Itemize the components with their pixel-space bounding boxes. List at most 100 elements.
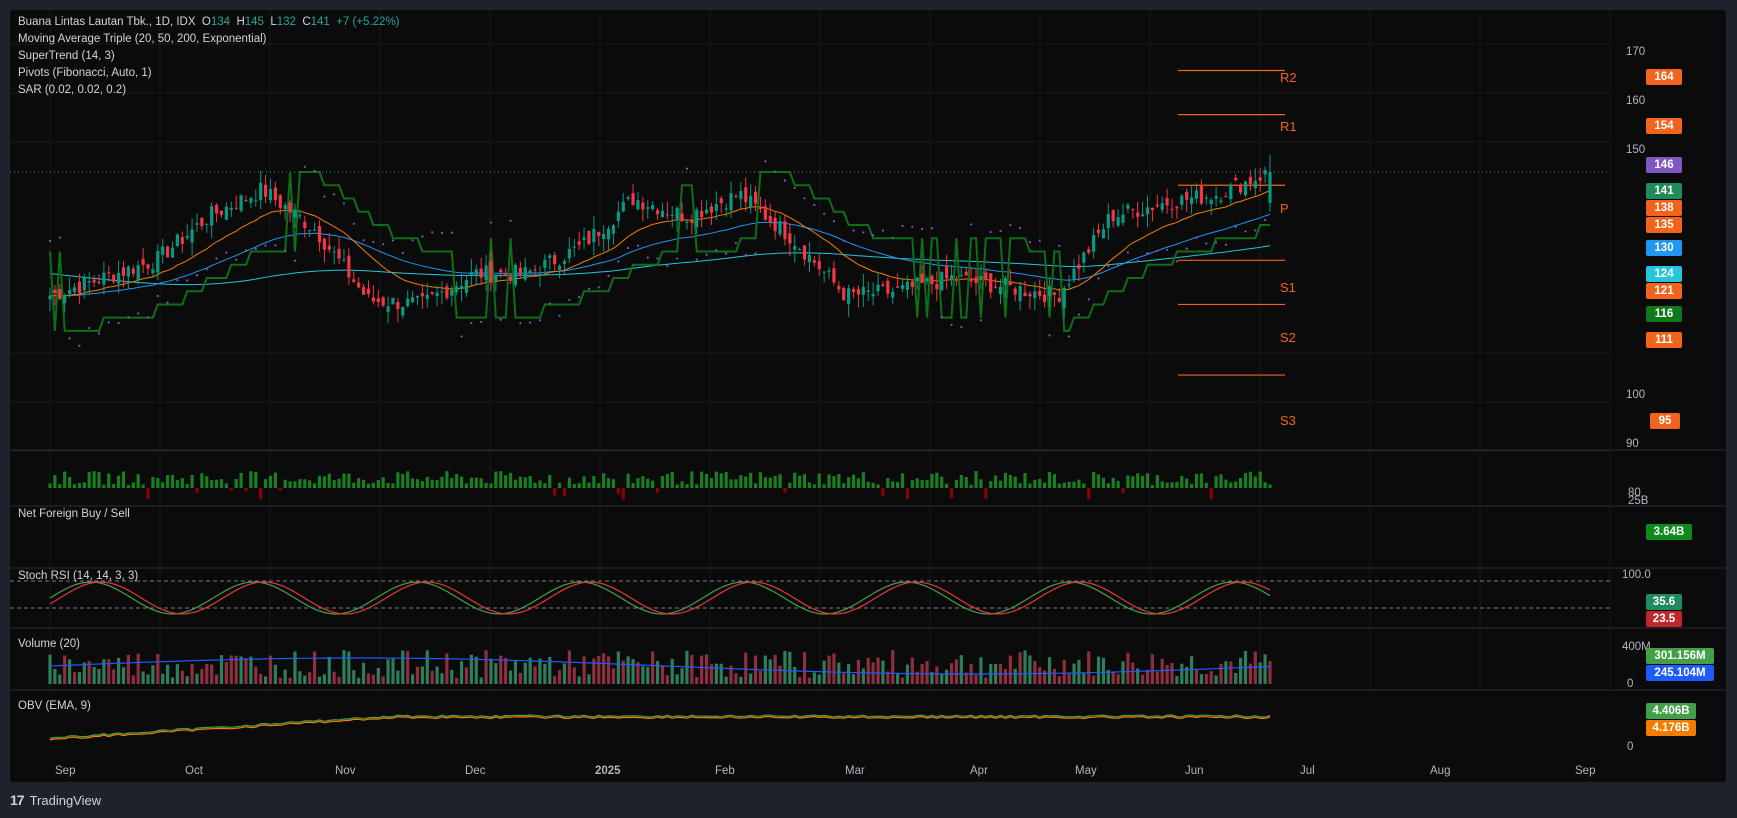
candle-body bbox=[876, 284, 880, 292]
price-tick: 90 bbox=[1626, 438, 1639, 450]
volume-bar bbox=[1229, 661, 1233, 684]
candle-body bbox=[263, 184, 268, 197]
foreign-bar bbox=[641, 476, 645, 488]
candle-body bbox=[513, 264, 518, 286]
foreign-bar bbox=[685, 484, 689, 488]
volume-bar bbox=[1170, 662, 1174, 684]
chart-frame[interactable]: Buana Lintas Lautan Tbk., 1D, IDX O134 H… bbox=[10, 10, 1726, 782]
foreign-bar bbox=[92, 471, 96, 488]
volume-bar bbox=[798, 677, 802, 684]
foreign-bar bbox=[1062, 482, 1066, 488]
indicator-ma-triple[interactable]: Moving Average Triple (20, 50, 200, Expo… bbox=[18, 33, 267, 45]
indicator-sar[interactable]: SAR (0.02, 0.02, 0.2) bbox=[18, 84, 127, 96]
volume-bar bbox=[396, 670, 400, 684]
indicator-supertrend[interactable]: SuperTrend (14, 3) bbox=[18, 50, 115, 62]
volume-bar bbox=[1141, 674, 1145, 684]
volume-bar bbox=[200, 669, 204, 684]
volume-bar bbox=[866, 657, 870, 684]
sar-dot bbox=[921, 227, 924, 231]
candle-body bbox=[1199, 186, 1204, 204]
foreign-bar bbox=[185, 484, 189, 488]
volume-bar bbox=[190, 663, 194, 684]
pane-title-foreign[interactable]: Net Foreign Buy / Sell bbox=[18, 508, 130, 520]
foreign-bar bbox=[1116, 480, 1120, 488]
volume-bar bbox=[636, 662, 640, 684]
candle-body bbox=[553, 254, 557, 265]
volume-bar bbox=[1057, 676, 1061, 684]
foreign-bar bbox=[415, 479, 420, 488]
foreign-bar bbox=[97, 472, 101, 488]
candle-body bbox=[807, 254, 812, 263]
sar-dot bbox=[176, 279, 179, 282]
volume-bar bbox=[455, 677, 459, 684]
volume-bar bbox=[739, 676, 743, 684]
price-tick: 100 bbox=[1626, 389, 1646, 401]
sar-dot bbox=[783, 179, 787, 182]
volume-bar bbox=[724, 676, 728, 684]
foreign-bar bbox=[1043, 482, 1047, 488]
foreign-bar bbox=[229, 488, 233, 491]
volume-bar bbox=[802, 652, 807, 684]
foreign-bar bbox=[1013, 476, 1017, 488]
volume-bar bbox=[827, 655, 831, 684]
volume-bar bbox=[327, 656, 331, 684]
foreign-bar bbox=[626, 473, 630, 488]
candle-body bbox=[459, 286, 464, 289]
foreign-bar bbox=[851, 474, 856, 488]
volume-bar bbox=[92, 667, 96, 684]
indicator-pivots[interactable]: Pivots (Fibonacci, Auto, 1) bbox=[18, 67, 152, 79]
obv-ema-tag: 4.176B bbox=[1646, 720, 1696, 736]
candle-body bbox=[474, 269, 478, 276]
candle-body bbox=[102, 272, 106, 285]
candle-body bbox=[724, 208, 728, 210]
pane-title-volume[interactable]: Volume (20) bbox=[18, 638, 81, 650]
foreign-bar bbox=[881, 488, 885, 497]
foreign-bar bbox=[793, 472, 797, 488]
foreign-bar bbox=[401, 474, 405, 488]
stoch-k-tag: 35.6 bbox=[1646, 594, 1682, 610]
foreign-bar bbox=[1258, 471, 1262, 488]
candle-body bbox=[1062, 288, 1066, 308]
sar-dot bbox=[499, 318, 502, 321]
foreign-bar bbox=[1175, 481, 1179, 488]
volume-bar bbox=[298, 671, 302, 684]
volume-bar bbox=[964, 672, 968, 684]
foreign-bar bbox=[969, 484, 973, 488]
foreign-bar bbox=[734, 479, 738, 488]
foreign-bar bbox=[386, 483, 390, 488]
candle-body bbox=[621, 202, 625, 212]
sar-dot bbox=[303, 165, 306, 168]
price-tick: 160 bbox=[1626, 95, 1646, 107]
candle-body bbox=[651, 205, 655, 210]
sar-dot bbox=[715, 249, 718, 252]
chart-canvas[interactable] bbox=[10, 10, 1726, 782]
volume-bar bbox=[1175, 676, 1179, 684]
foreign-bar bbox=[499, 471, 503, 488]
candle-body bbox=[268, 189, 273, 201]
volume-bar bbox=[205, 664, 209, 684]
foreign-bar bbox=[861, 472, 865, 488]
candle-body bbox=[959, 275, 963, 277]
volume-bar bbox=[165, 664, 170, 684]
candle-body bbox=[577, 241, 581, 245]
pane-title-stoch[interactable]: Stoch RSI (14, 14, 3, 3) bbox=[18, 570, 139, 582]
candle-body bbox=[842, 288, 846, 301]
foreign-bar bbox=[704, 473, 709, 488]
foreign-bar bbox=[602, 473, 606, 488]
foreign-bar bbox=[361, 479, 366, 488]
sar-dot bbox=[440, 231, 444, 235]
candle-body bbox=[1121, 214, 1125, 223]
foreign-tag: 3.64B bbox=[1646, 524, 1692, 540]
volume-bar bbox=[259, 673, 263, 684]
sar-dot bbox=[842, 239, 845, 242]
pane-title-obv[interactable]: OBV (EMA, 9) bbox=[18, 700, 91, 712]
foreign-bar bbox=[905, 488, 910, 500]
foreign-bar bbox=[1087, 488, 1091, 500]
sar-dot bbox=[852, 229, 855, 232]
candle-body bbox=[900, 285, 905, 289]
foreign-bar bbox=[283, 479, 287, 488]
foreign-bar bbox=[112, 483, 116, 488]
candle-body bbox=[753, 191, 758, 204]
candle-body bbox=[200, 217, 204, 227]
candle-body bbox=[616, 211, 620, 222]
